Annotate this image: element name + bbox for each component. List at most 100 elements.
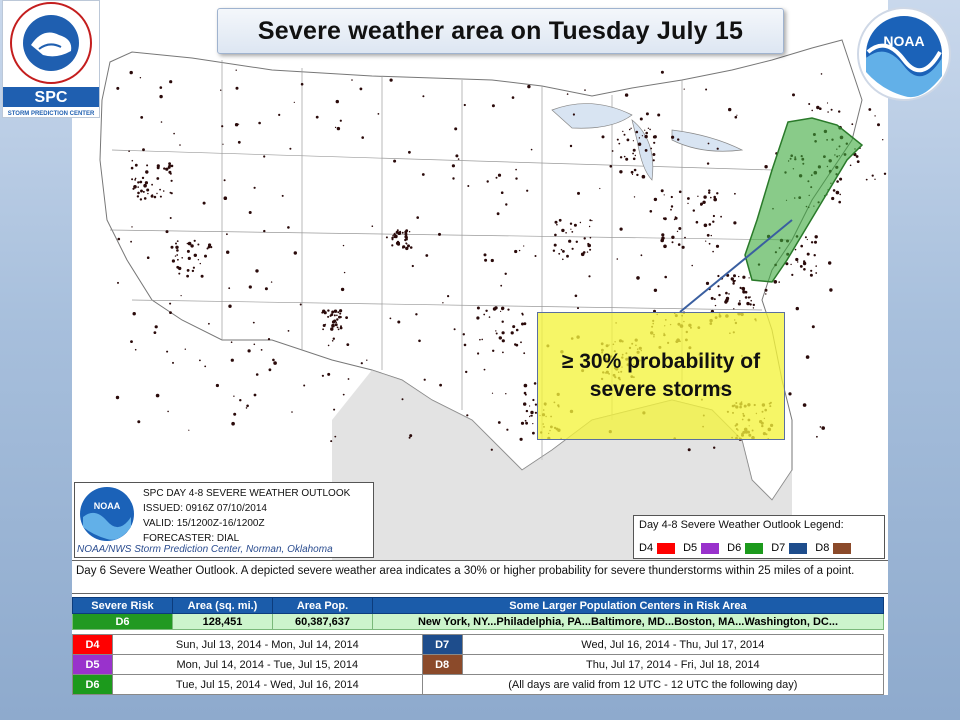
population-dot xyxy=(639,117,643,121)
population-dot xyxy=(173,132,175,135)
population-dot xyxy=(263,229,266,233)
population-dot xyxy=(143,183,147,188)
population-dot xyxy=(206,247,209,250)
population-dot xyxy=(515,328,519,332)
population-dot xyxy=(228,304,232,308)
population-dot xyxy=(650,147,653,150)
population-dot xyxy=(324,323,327,325)
population-dot xyxy=(139,77,142,79)
population-dot xyxy=(574,294,578,298)
legend-item-d5: D5 xyxy=(683,542,720,554)
population-dot xyxy=(129,70,133,75)
population-dot xyxy=(649,210,653,213)
population-dot xyxy=(708,223,712,226)
callout-line-1: ≥ 30% probability of xyxy=(561,350,761,373)
population-dot xyxy=(644,149,648,152)
population-dot xyxy=(371,225,374,227)
population-dot xyxy=(137,191,140,195)
population-dot xyxy=(197,243,200,246)
population-dot xyxy=(799,265,803,268)
population-dot xyxy=(253,186,256,189)
population-dot xyxy=(525,409,529,413)
population-dot xyxy=(134,348,137,351)
risk-cell-centers: New York, NY...Philadelphia, PA...Baltim… xyxy=(372,613,884,630)
population-dot xyxy=(291,411,293,413)
population-dot xyxy=(343,271,346,274)
population-dot xyxy=(819,426,822,428)
population-dot xyxy=(835,190,840,195)
risk-cell-level: D6 xyxy=(72,613,173,630)
population-dot xyxy=(635,130,639,134)
population-dot xyxy=(815,265,817,267)
population-dot xyxy=(618,142,621,145)
population-dot xyxy=(660,70,664,74)
population-dot xyxy=(671,241,674,244)
population-dot xyxy=(293,101,295,103)
population-dot xyxy=(223,179,226,182)
population-dot xyxy=(624,93,629,97)
population-dot xyxy=(415,313,418,316)
population-dot xyxy=(137,181,140,184)
population-dot xyxy=(133,185,137,189)
population-dot xyxy=(750,299,752,302)
population-dot xyxy=(805,355,810,359)
population-dot xyxy=(591,220,593,222)
population-dot xyxy=(336,126,341,131)
risk-header-severe: Severe Risk xyxy=(72,597,173,614)
population-dot xyxy=(815,272,818,274)
population-dot xyxy=(523,245,525,247)
population-dot xyxy=(186,274,189,278)
population-dot xyxy=(176,240,179,243)
population-dot xyxy=(808,103,811,105)
population-dot xyxy=(253,393,257,397)
legend-items: D4 D5 D6 D7 D8 xyxy=(639,542,852,554)
population-dot xyxy=(488,316,491,318)
population-dot xyxy=(439,383,442,387)
population-dot xyxy=(558,218,562,222)
population-dot xyxy=(463,103,466,107)
population-dot xyxy=(145,170,149,174)
outlook-valid: VALID: 15/1200Z-16/1200Z xyxy=(143,518,265,529)
population-dot xyxy=(511,96,515,99)
population-dot xyxy=(652,153,656,156)
population-dot xyxy=(333,319,337,323)
population-dot xyxy=(849,164,852,167)
population-dot xyxy=(396,242,401,246)
population-dot xyxy=(670,205,674,208)
legend-item-d8: D8 xyxy=(815,542,852,554)
population-dot xyxy=(421,173,425,176)
population-dot xyxy=(883,172,887,175)
population-dot xyxy=(405,229,409,233)
population-dot xyxy=(577,191,580,195)
population-dot xyxy=(816,435,818,438)
population-dot xyxy=(641,135,644,137)
population-dot xyxy=(806,238,808,241)
population-dot xyxy=(237,140,241,144)
population-dot xyxy=(500,284,503,287)
population-dot xyxy=(676,230,679,233)
population-dot xyxy=(146,256,150,260)
population-dot xyxy=(738,275,740,278)
population-dot xyxy=(810,241,814,244)
population-dot xyxy=(476,306,480,310)
population-dot xyxy=(871,174,874,177)
population-dot xyxy=(713,298,716,301)
date-range-d5: Mon, Jul 14, 2014 - Tue, Jul 15, 2014 xyxy=(112,654,423,675)
population-dot xyxy=(184,348,186,350)
population-dot xyxy=(514,249,518,254)
population-dot xyxy=(532,431,535,435)
population-dot xyxy=(234,123,239,127)
population-dot xyxy=(855,155,859,158)
population-dot xyxy=(405,242,408,245)
date-range-d4: Sun, Jul 13, 2014 - Mon, Jul 14, 2014 xyxy=(112,634,423,655)
population-dot xyxy=(586,251,589,253)
population-dot xyxy=(248,285,252,289)
population-dot xyxy=(512,325,516,329)
population-dot xyxy=(272,358,275,362)
population-dot xyxy=(484,258,488,262)
legend-title: Day 4-8 Severe Weather Outlook Legend: xyxy=(639,519,844,531)
population-dot xyxy=(199,262,201,265)
population-dot xyxy=(609,165,613,168)
population-dot xyxy=(239,399,242,402)
population-dot xyxy=(136,195,140,198)
